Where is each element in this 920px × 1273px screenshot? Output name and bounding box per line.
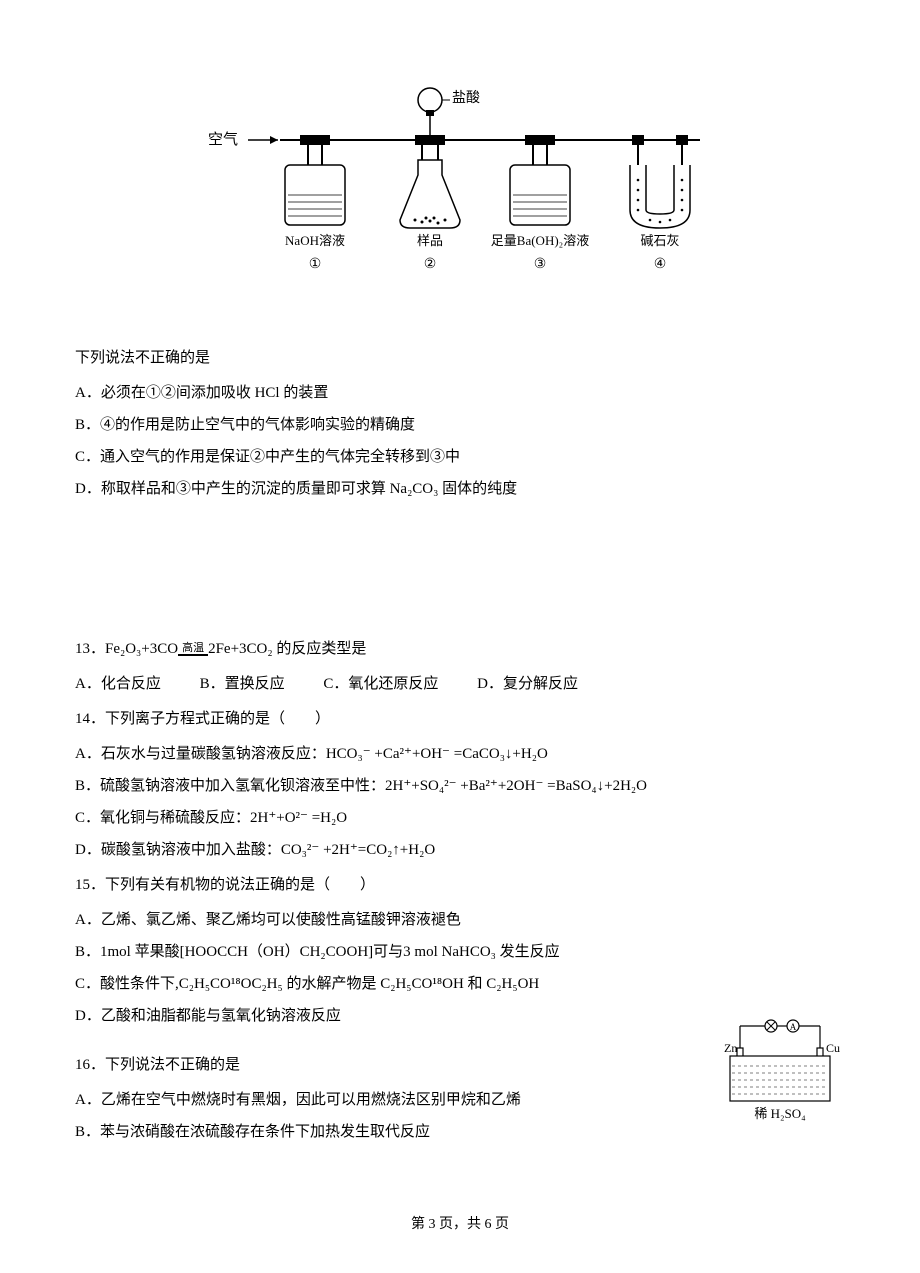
svg-text:①: ①: [309, 257, 322, 272]
apparatus-diagram: 空气 盐酸: [75, 80, 845, 315]
q12-option-a: A．必须在①②间添加吸收 HCl 的装置: [75, 380, 845, 407]
u-tube-4: 碱石灰 ④: [630, 135, 690, 272]
q15-option-c: C．酸性条件下,C₂H₅CO¹⁸OC₂H₅ 的水解产物是 C₂H₅CO¹⁸OH …: [75, 971, 845, 998]
q13-option-a: A．化合反应: [75, 671, 161, 698]
svg-text:碱石灰: 碱石灰: [640, 233, 679, 248]
svg-text:④: ④: [654, 257, 667, 272]
electrolyte-label: 稀 H₂SO₄: [754, 1106, 806, 1121]
q14-option-c: C．氧化铜与稀硫酸反应：2H⁺+O²⁻ =H₂O: [75, 805, 845, 832]
q12-option-c: C．通入空气的作用是保证②中产生的气体完全转移到③中: [75, 444, 845, 471]
q13-option-d: D．复分解反应: [477, 671, 578, 698]
page-footer: 第 3 页，共 6 页: [0, 1213, 920, 1233]
q12-stem: 下列说法不正确的是: [75, 345, 845, 372]
q13-option-c: C．氧化还原反应: [323, 671, 438, 698]
q15-option-b: B．1mol 苹果酸[HOOCCH（OH）CH₂COOH]可与3 mol NaH…: [75, 939, 845, 966]
svg-text:NaOH溶液: NaOH溶液: [285, 233, 345, 248]
cu-label: Cu: [826, 1041, 840, 1055]
q13-stem: 13．Fe₂O₃+3CO高温2Fe+3CO₂ 的反应类型是: [75, 636, 845, 663]
q13-stem-post: 2Fe+3CO₂ 的反应类型是: [208, 641, 366, 657]
q12-option-d: D．称取样品和③中产生的沉淀的质量即可求算 Na₂CO₃ 固体的纯度: [75, 476, 845, 503]
q12-option-b: B．④的作用是防止空气中的气体影响实验的精确度: [75, 412, 845, 439]
svg-text:②: ②: [424, 257, 437, 272]
q13-options: A．化合反应 B．置换反应 C．氧化还原反应 D．复分解反应: [75, 671, 845, 698]
q13-option-b: B．置换反应: [200, 671, 285, 698]
zn-label: Zn: [724, 1041, 737, 1055]
svg-text:足量Ba(OH)₂溶液: 足量Ba(OH)₂溶液: [491, 233, 589, 248]
q15-option-a: A．乙烯、氯乙烯、聚乙烯均可以使酸性高锰酸钾溶液褪色: [75, 907, 845, 934]
reaction-condition: 高温: [178, 643, 208, 657]
svg-text:A: A: [790, 1022, 797, 1032]
apparatus-svg: 空气 盐酸: [200, 80, 720, 310]
electrochemical-cell: A Zn Cu 稀 H₂SO₄: [720, 1018, 840, 1133]
svg-text:样品: 样品: [417, 233, 443, 248]
hcl-label: 盐酸: [452, 90, 480, 106]
q14-stem: 14．下列离子方程式正确的是（ ）: [75, 706, 845, 733]
q14-option-a: A．石灰水与过量碳酸氢钠溶液反应：HCO₃⁻ +Ca²⁺+OH⁻ =CaCO₃↓…: [75, 741, 845, 768]
flask-2: 样品 ②: [400, 135, 460, 272]
svg-text:③: ③: [534, 257, 547, 272]
q13-stem-pre: 13．Fe₂O₃+3CO: [75, 641, 178, 657]
bottle-3: 足量Ba(OH)₂溶液 ③: [491, 135, 589, 272]
q15-stem: 15．下列有关有机物的说法正确的是（ ）: [75, 872, 845, 899]
bottle-1: NaOH溶液 ①: [285, 135, 345, 272]
q14-option-b: B．硫酸氢钠溶液中加入氢氧化钡溶液至中性：2H⁺+SO₄²⁻ +Ba²⁺+2OH…: [75, 773, 845, 800]
q14-option-d: D．碳酸氢钠溶液中加入盐酸：CO₃²⁻ +2H⁺=CO₂↑+H₂O: [75, 837, 845, 864]
air-label: 空气: [208, 131, 238, 148]
